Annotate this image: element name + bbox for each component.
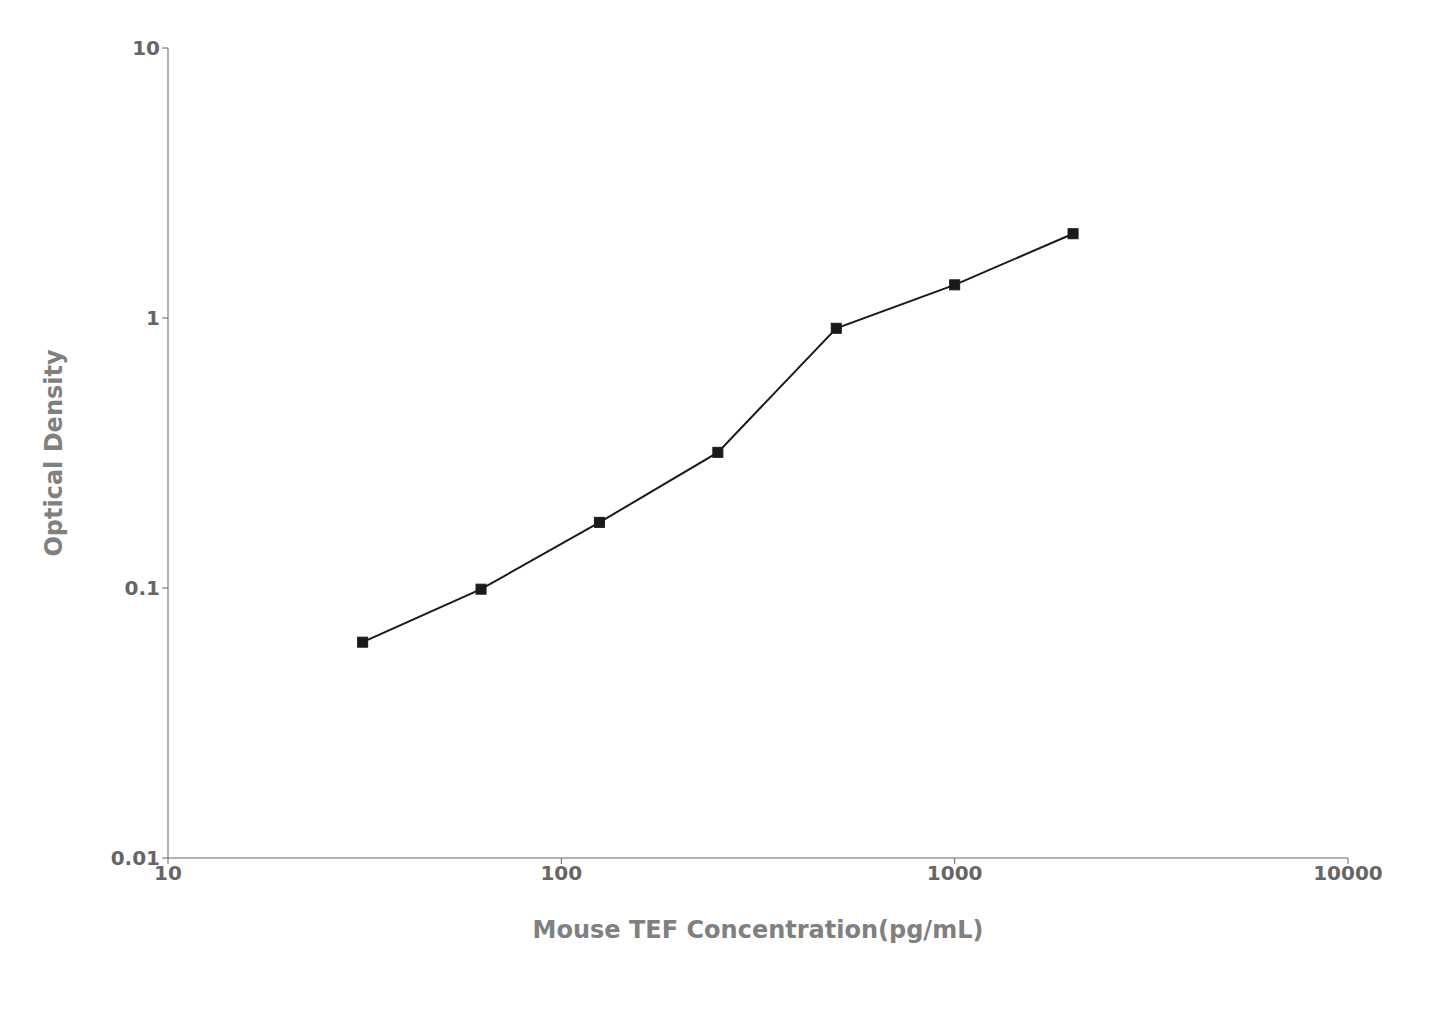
svg-text:100: 100	[540, 861, 582, 885]
svg-text:1000: 1000	[927, 861, 983, 885]
svg-text:10000: 10000	[1313, 861, 1383, 885]
svg-text:Mouse TEF Concentration(pg/mL): Mouse TEF Concentration(pg/mL)	[533, 916, 984, 944]
svg-text:10: 10	[154, 861, 182, 886]
svg-text:0.01: 0.01	[111, 846, 160, 870]
svg-text:1: 1	[146, 306, 160, 330]
svg-text:0.1: 0.1	[125, 576, 160, 600]
svg-text:10: 10	[132, 36, 160, 60]
svg-text:Optical Density: Optical Density	[40, 349, 68, 557]
